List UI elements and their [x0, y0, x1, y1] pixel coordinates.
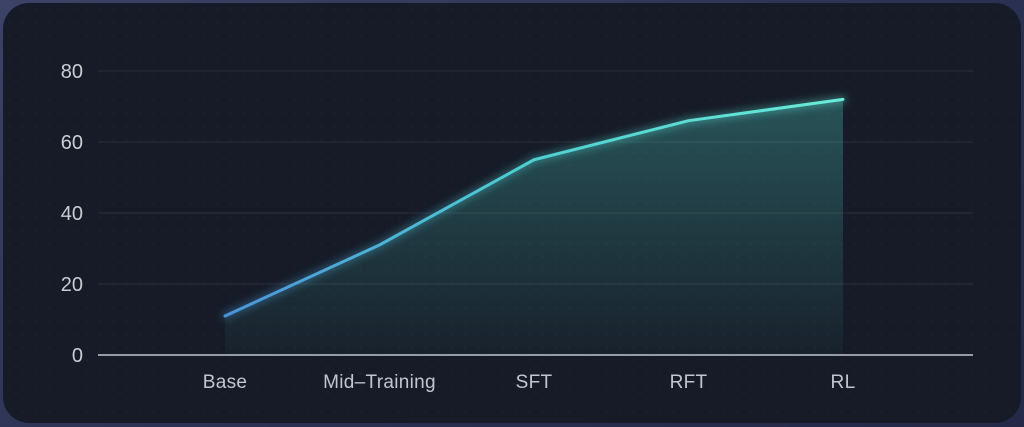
- x-category-label: RFT: [670, 372, 708, 393]
- y-tick-label: 60: [61, 132, 83, 154]
- y-tick-label: 20: [61, 274, 83, 296]
- x-category-label: Mid–Training: [323, 372, 436, 393]
- x-category-label: Base: [203, 372, 248, 393]
- x-category-label: RL: [831, 372, 856, 393]
- chart-card: 0 20 40 60 80 Base Mid–Training SFT RFT RL: [3, 3, 1021, 423]
- y-tick-label: 0: [72, 345, 83, 367]
- x-category-label: SFT: [516, 372, 553, 393]
- series-area: [225, 99, 843, 356]
- chart-svg: 0 20 40 60 80 Base Mid–Training SFT RFT RL: [61, 61, 973, 393]
- series-line: [223, 97, 845, 318]
- y-tick-label: 80: [61, 61, 83, 83]
- y-tick-label: 40: [61, 203, 83, 225]
